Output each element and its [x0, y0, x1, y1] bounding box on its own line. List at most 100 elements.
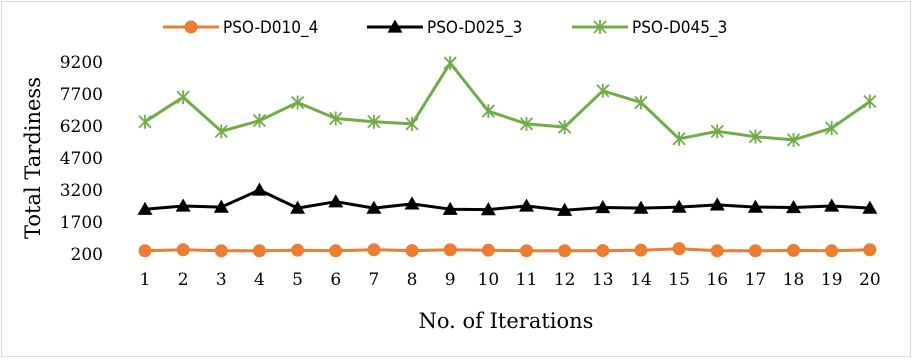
- x-tick-label: 1: [140, 270, 151, 290]
- data-point: [748, 129, 763, 144]
- data-point: [595, 199, 611, 214]
- legend-label: PSO-D010_4: [223, 18, 318, 38]
- x-tick-label: 16: [706, 270, 728, 290]
- x-tick-label: 8: [407, 270, 418, 290]
- x-tick-label: 18: [783, 270, 805, 290]
- legend-marker: [184, 20, 198, 34]
- data-point: [367, 243, 381, 257]
- data-point: [824, 198, 840, 212]
- series-PSO-D010_4: [138, 242, 877, 258]
- y-axis-title: Total Tardiness: [21, 77, 45, 239]
- data-point: [825, 121, 839, 136]
- y-tick-label: 3200: [60, 181, 103, 201]
- series-line: [144, 188, 870, 212]
- data-point: [290, 200, 306, 214]
- data-point: [481, 104, 495, 119]
- data-point: [480, 202, 496, 216]
- data-point: [747, 199, 763, 213]
- data-point: [710, 124, 724, 139]
- x-tick-label: 2: [178, 270, 189, 290]
- data-point: [329, 244, 343, 258]
- data-point: [176, 90, 190, 105]
- data-point: [787, 243, 801, 257]
- data-point: [862, 200, 878, 214]
- data-point: [786, 199, 802, 214]
- legend-marker: [387, 19, 403, 33]
- x-tick-label: 11: [516, 270, 538, 290]
- y-tick-label: 6200: [60, 117, 103, 137]
- data-point: [251, 182, 267, 196]
- data-point: [520, 244, 533, 258]
- data-point: [596, 83, 610, 98]
- y-tick-label: 9200: [60, 53, 103, 73]
- data-point: [442, 201, 458, 215]
- legend-item: PSO-D010_4: [163, 18, 318, 38]
- data-point: [405, 116, 419, 131]
- series-line: [144, 61, 871, 142]
- data-point: [214, 124, 228, 139]
- data-point: [367, 114, 381, 129]
- x-tick-label: 3: [216, 270, 227, 290]
- data-point: [329, 111, 343, 126]
- data-point: [404, 196, 420, 210]
- x-tick-label: 4: [254, 270, 265, 290]
- x-axis-ticks: 1 2 3 4 5 6 7 8 9 10 11 12 13 14 15 16 17 18 19 20: [140, 270, 881, 290]
- data-point: [443, 243, 457, 257]
- x-tick-label: 7: [368, 270, 379, 290]
- data-point: [671, 199, 687, 213]
- data-point: [175, 198, 191, 212]
- y-tick-label: 7700: [60, 85, 103, 105]
- data-point: [748, 244, 762, 258]
- data-point: [405, 244, 419, 258]
- x-tick-label: 17: [745, 270, 767, 290]
- legend-marker: [593, 20, 607, 34]
- data-point: [709, 197, 725, 211]
- data-point: [519, 116, 534, 131]
- legend-item: PSO-D025_3: [367, 18, 522, 38]
- data-point: [634, 243, 648, 257]
- data-point: [519, 198, 534, 212]
- data-point: [672, 131, 686, 146]
- y-tick-label: 1700: [60, 213, 103, 233]
- data-point: [290, 95, 305, 110]
- data-point: [328, 194, 344, 208]
- x-axis-title: No. of Iterations: [419, 309, 594, 333]
- data-point: [633, 200, 649, 214]
- x-tick-label: 15: [668, 270, 690, 290]
- series-PSO-D025_3: [137, 182, 878, 216]
- data-point: [557, 202, 573, 216]
- data-point: [481, 243, 495, 257]
- data-point: [138, 244, 152, 258]
- legend-label: PSO-D045_3: [632, 18, 727, 38]
- x-tick-label: 6: [330, 270, 341, 290]
- data-point: [213, 199, 229, 213]
- data-point: [214, 244, 228, 258]
- data-point: [137, 201, 153, 215]
- legend: PSO-D010_4 PSO-D025_3 PSO-D045_3: [163, 18, 727, 38]
- data-point: [138, 114, 152, 129]
- data-point: [558, 244, 572, 258]
- data-point: [825, 244, 839, 258]
- data-point: [443, 56, 457, 71]
- series-PSO-D045_3: [138, 56, 877, 147]
- data-point: [710, 244, 724, 258]
- y-axis-ticks: 200 1700 3200 4700 6200 7700 9200: [60, 53, 103, 265]
- data-point: [291, 243, 305, 257]
- y-tick-label: 200: [71, 245, 103, 265]
- x-tick-label: 10: [478, 270, 500, 290]
- x-tick-label: 14: [630, 270, 652, 290]
- x-tick-label: 9: [445, 270, 456, 290]
- data-point: [252, 244, 266, 258]
- data-point: [558, 120, 572, 135]
- data-point: [366, 200, 382, 214]
- y-tick-label: 4700: [60, 149, 103, 169]
- series-layer: [137, 56, 878, 258]
- data-point: [786, 132, 801, 147]
- legend-label: PSO-D025_3: [427, 18, 522, 38]
- data-point: [672, 242, 686, 256]
- data-point: [252, 113, 267, 128]
- data-point: [863, 243, 877, 257]
- data-point: [634, 95, 648, 110]
